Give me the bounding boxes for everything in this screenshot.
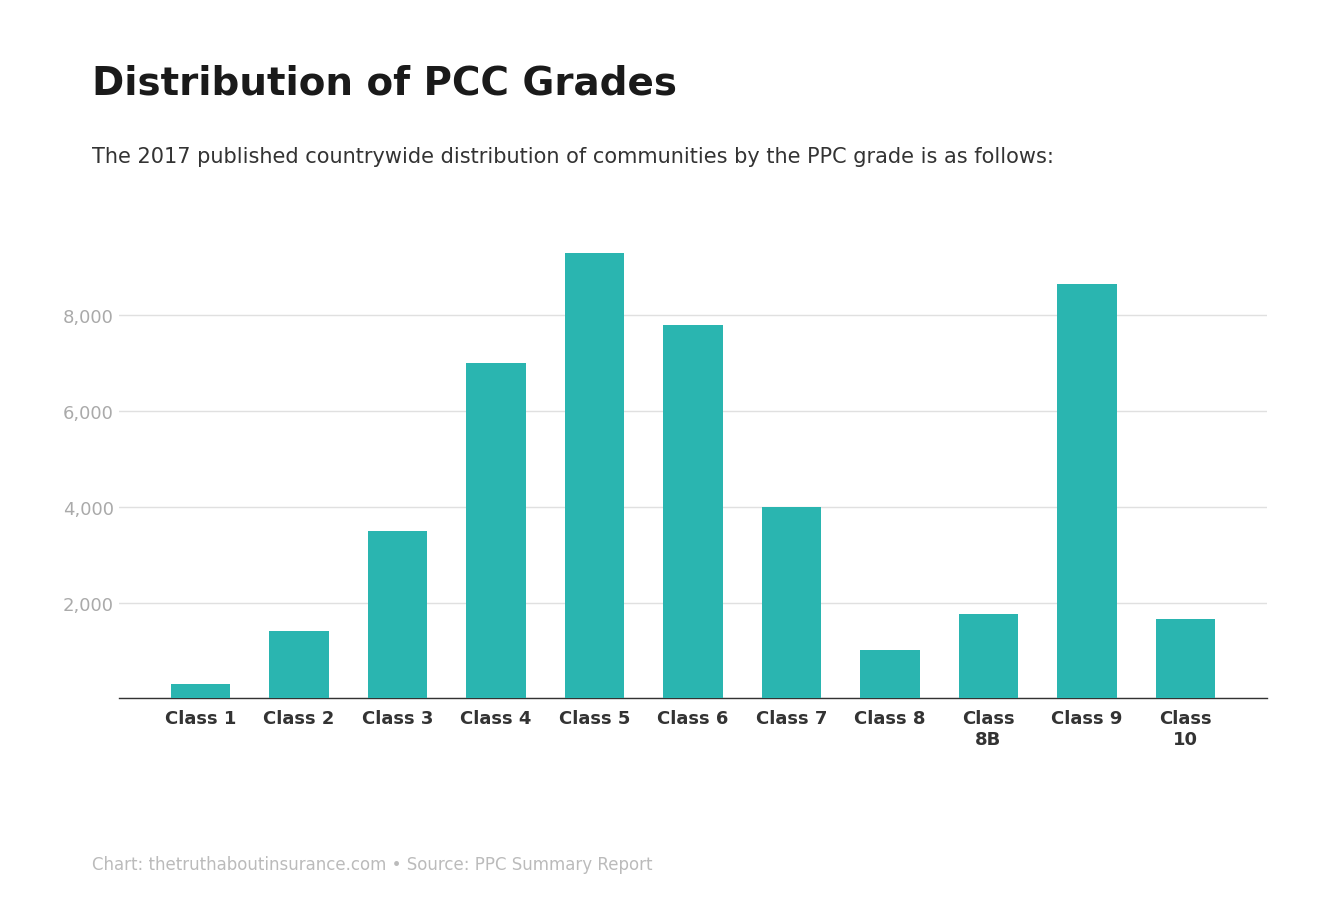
Bar <box>1156 619 1214 698</box>
Bar <box>664 325 722 698</box>
Bar <box>269 631 329 698</box>
Bar <box>1057 285 1117 698</box>
Text: Distribution of PCC Grades: Distribution of PCC Grades <box>92 64 677 102</box>
Bar <box>368 531 428 698</box>
Bar <box>958 615 1018 698</box>
Text: The 2017 published countrywide distribution of communities by the PPC grade is a: The 2017 published countrywide distribut… <box>92 147 1055 167</box>
Bar <box>466 364 525 698</box>
Bar <box>565 254 624 698</box>
Bar <box>172 684 230 698</box>
Bar <box>762 507 821 698</box>
Bar <box>861 651 920 698</box>
Text: Chart: thetruthaboutinsurance.com • Source: PPC Summary Report: Chart: thetruthaboutinsurance.com • Sour… <box>92 855 653 873</box>
